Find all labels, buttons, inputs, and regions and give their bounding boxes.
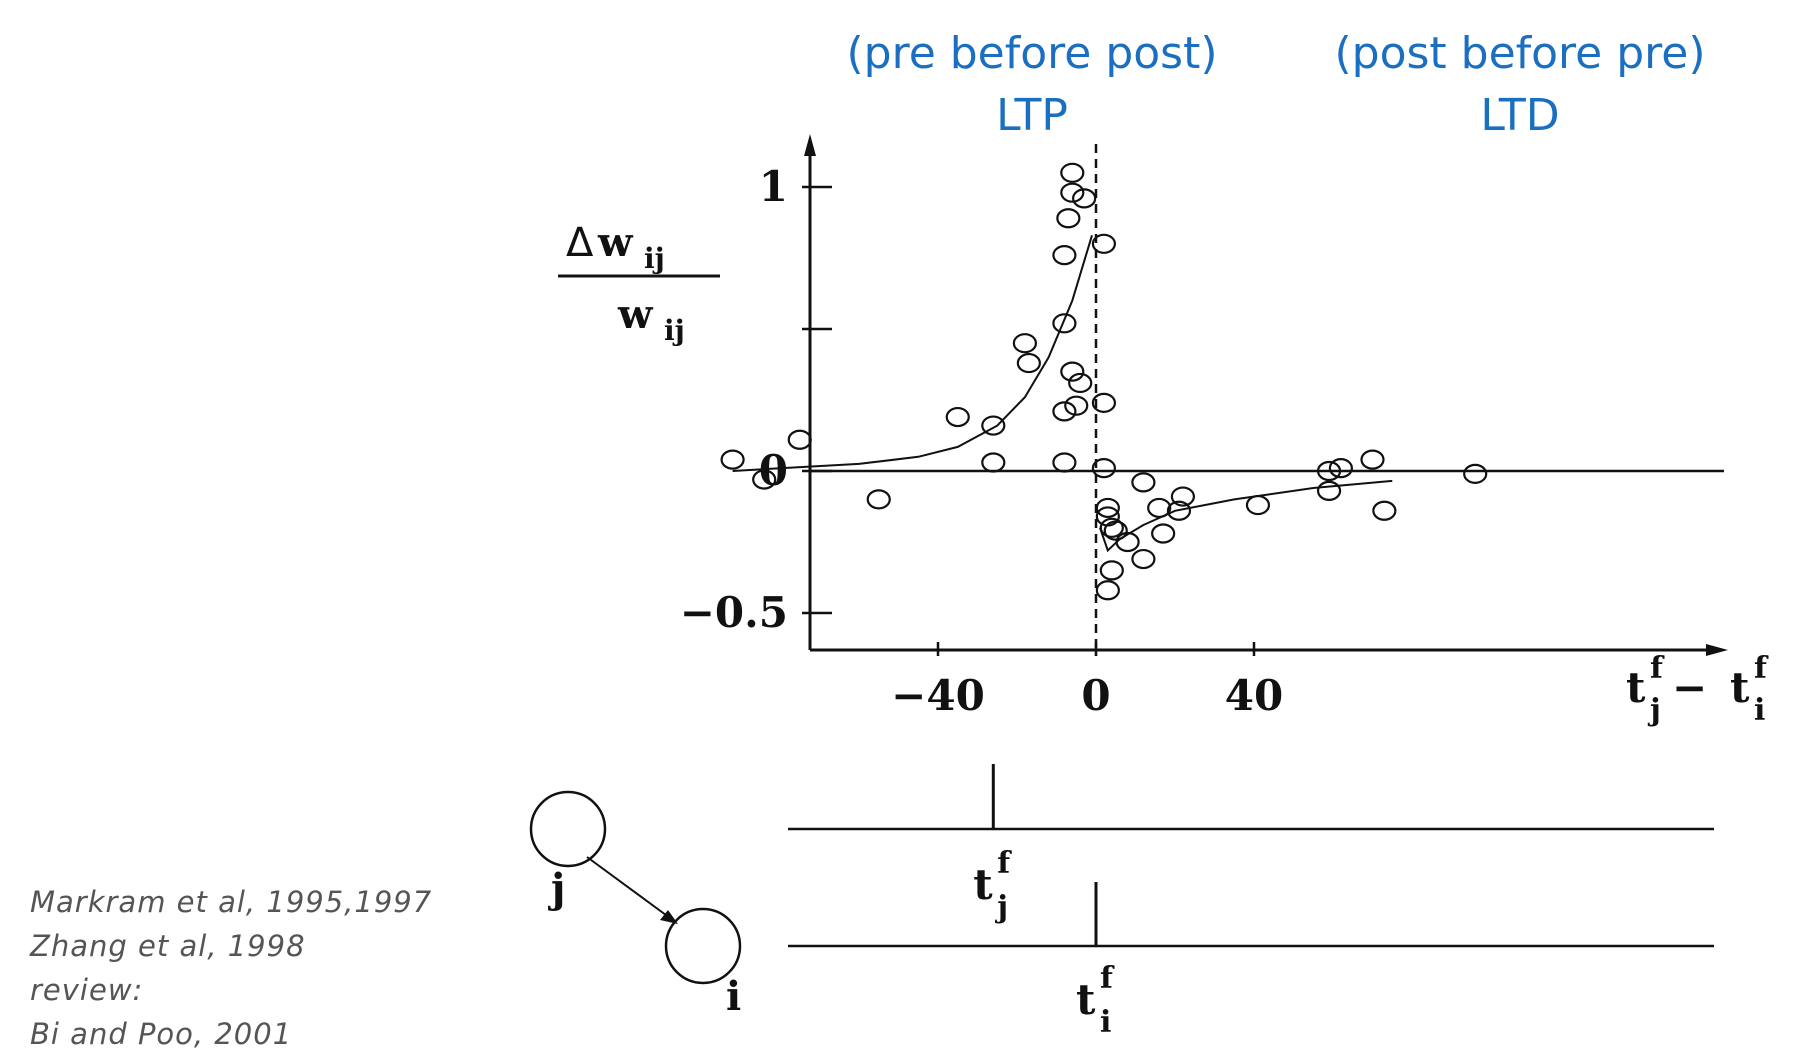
data-point: [1091, 392, 1117, 413]
citation-line-1: Markram et al, 1995,1997: [30, 885, 432, 919]
pre-spike-label-sup: f: [997, 846, 1012, 881]
data-point: [1060, 182, 1085, 203]
x-label-main1: t: [1626, 663, 1646, 712]
y-tick-label: 1: [759, 162, 788, 211]
citation-line-4: Bi and Poo, 2001: [30, 1017, 292, 1051]
x-label-sup1: f: [1650, 651, 1665, 686]
data-point: [981, 452, 1006, 473]
data-point: [1016, 352, 1041, 374]
synapse-arrow-shaft: [586, 856, 671, 919]
header-right-line2: LTD: [1480, 90, 1559, 141]
x-label-main2: t: [1730, 663, 1750, 712]
data-point: [752, 469, 777, 490]
neuron-i: [664, 907, 742, 985]
data-point: [1245, 494, 1271, 516]
citation-line-2: Zhang et al, 1998: [29, 929, 306, 963]
pre-spike-label-main: t: [973, 860, 993, 909]
citation-block: Markram et al, 1995,1997 Zhang et al, 19…: [29, 885, 432, 1051]
data-point: [1060, 162, 1085, 183]
header-left-line2: LTP: [996, 90, 1068, 141]
post-spike-label: t f i: [1076, 961, 1115, 1040]
header-left-line1: (pre before post): [846, 28, 1217, 79]
data-point: [1052, 452, 1077, 473]
data-point: [720, 449, 745, 470]
y-axis-label: Δ w ij w ij: [558, 219, 720, 347]
data-point: [1091, 233, 1117, 254]
neuron-j: [529, 790, 607, 868]
data-point: [866, 489, 891, 510]
data-point: [1052, 313, 1077, 334]
y-label-num-main: w: [597, 219, 634, 266]
data-point: [1103, 520, 1128, 541]
x-label-sub1: j: [1647, 693, 1661, 728]
data-point: [1316, 460, 1342, 482]
x-tick-label: 0: [1081, 671, 1110, 720]
spike-diagram: j i t f j t f i: [529, 764, 1714, 1040]
data-point: [1064, 395, 1089, 416]
data-point: [1170, 486, 1196, 507]
data-point: [1147, 497, 1172, 519]
data-point: [1115, 531, 1140, 553]
data-point: [787, 429, 812, 450]
post-spike-label-sup: f: [1100, 961, 1115, 996]
citation-line-3: review:: [30, 973, 143, 1007]
data-point: [1072, 188, 1097, 209]
post-spike-label-sub: i: [1100, 1005, 1111, 1040]
data-point: [1360, 449, 1385, 470]
x-tick-label: −40: [891, 671, 985, 720]
plot-area: 10−0.5−40 0 40: [680, 134, 1728, 720]
y-label-num-sub: ij: [644, 242, 665, 275]
x-axis-label: t f j − t f i: [1626, 651, 1769, 728]
data-point: [1099, 560, 1124, 581]
data-point: [1131, 548, 1156, 570]
neuron-j-label: j: [548, 865, 565, 912]
fit-curve-ltp: [732, 235, 1093, 472]
data-point: [1052, 245, 1077, 266]
header-right-line1: (post before pre): [1334, 28, 1705, 79]
data-point: [1316, 480, 1342, 501]
data-point: [945, 406, 970, 428]
x-tick-label: 40: [1225, 671, 1283, 720]
data-point: [1095, 497, 1120, 519]
data-point: [1052, 401, 1077, 422]
data-point: [1068, 372, 1093, 394]
y-label-delta: Δ: [566, 220, 594, 266]
x-label-sup2: f: [1754, 651, 1769, 686]
pre-spike-label: t f j: [973, 846, 1012, 925]
x-axis-arrowhead: [1706, 644, 1728, 656]
data-point: [1060, 361, 1085, 382]
y-axis-arrowhead: [804, 134, 816, 156]
data-point: [1095, 580, 1120, 601]
y-tick-label: −0.5: [680, 588, 788, 637]
data-point: [1151, 523, 1176, 544]
pre-spike-label-sub: j: [994, 890, 1008, 925]
data-point: [1099, 517, 1124, 538]
synapse-arrowhead: [660, 910, 678, 924]
neuron-i-label: i: [726, 973, 741, 1020]
x-label-sub2: i: [1754, 693, 1765, 728]
y-label-den-sub: ij: [664, 314, 685, 347]
data-point: [981, 415, 1006, 436]
data-point: [1012, 333, 1038, 354]
data-point: [1166, 500, 1192, 521]
data-point: [1131, 472, 1156, 493]
post-spike-label-main: t: [1076, 975, 1096, 1024]
data-point: [1372, 500, 1397, 521]
x-label-sep: −: [1672, 663, 1707, 712]
data-point: [1091, 458, 1117, 479]
data-point: [1056, 208, 1081, 229]
y-label-den-main: w: [617, 291, 654, 338]
data-point: [1463, 463, 1488, 484]
data-point: [1328, 458, 1354, 479]
